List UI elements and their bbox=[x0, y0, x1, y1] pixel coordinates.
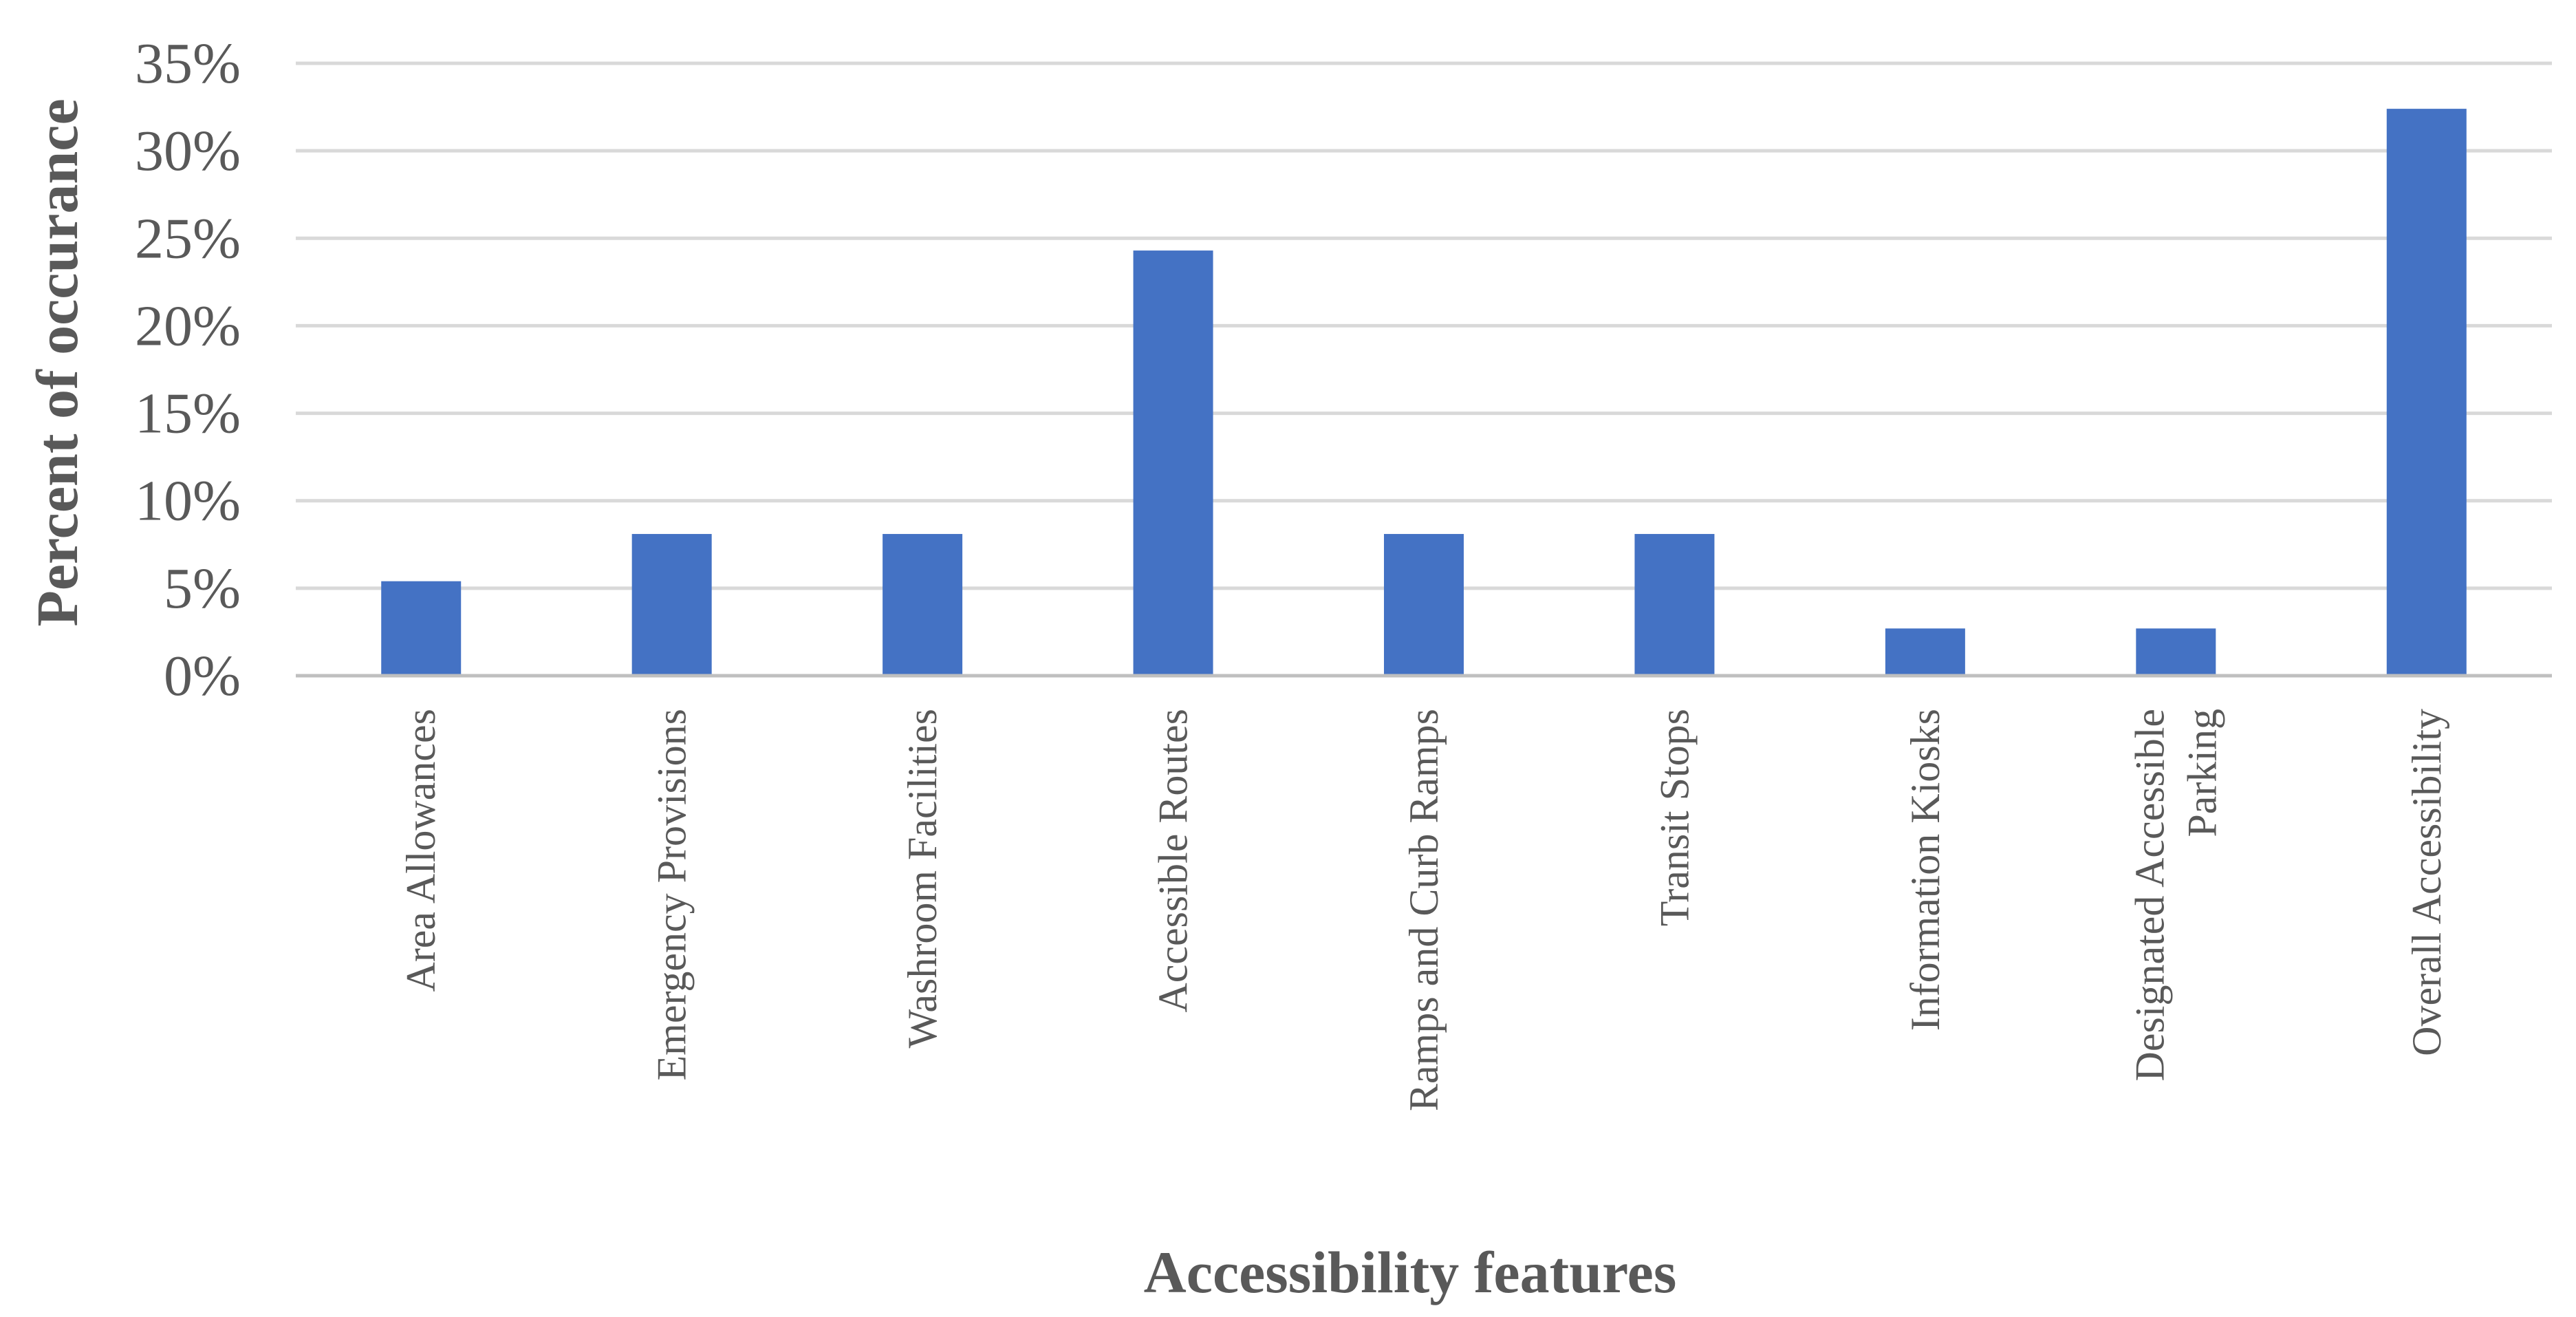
x-category-label: Ramps and Curb Ramps bbox=[1401, 709, 1447, 1111]
y-tick-label: 20% bbox=[135, 294, 241, 358]
bar bbox=[1133, 250, 1213, 676]
x-category-label-line: Washroom Facilities bbox=[900, 709, 945, 1048]
bar bbox=[1885, 628, 1965, 676]
x-category-label: Washroom Facilities bbox=[900, 709, 945, 1048]
x-category-label: Designated Accessible Parking bbox=[2127, 709, 2225, 1082]
x-category-label: Emergency Provisions bbox=[649, 709, 695, 1081]
bar bbox=[381, 581, 462, 676]
x-category-label-line: Area Allowances bbox=[398, 709, 444, 992]
bar bbox=[883, 534, 963, 676]
x-category-label: Information Kiosks bbox=[1903, 709, 1948, 1031]
bar bbox=[2136, 628, 2216, 676]
x-category-label: Accessible Routes bbox=[1151, 709, 1196, 1013]
x-category-label: Overall Accessibility bbox=[2404, 709, 2449, 1056]
x-axis-title: Accessibility features bbox=[1144, 1239, 1677, 1305]
y-tick-labels: 0% 5% 10% 15% 20% 25% 30% 35% bbox=[135, 32, 241, 708]
x-category-label: Area Allowances bbox=[398, 709, 444, 992]
x-category-label-line: Parking bbox=[2179, 709, 2225, 837]
y-tick-label: 25% bbox=[135, 206, 241, 270]
x-category-label-line: Information Kiosks bbox=[1903, 709, 1948, 1031]
y-tick-label: 30% bbox=[135, 119, 241, 183]
y-tick-label: 0% bbox=[164, 644, 241, 708]
x-category-label-line: Designated Accessible bbox=[2127, 709, 2172, 1082]
bar bbox=[1384, 534, 1464, 676]
x-category-label: Transit Stops bbox=[1652, 709, 1697, 926]
y-tick-label: 10% bbox=[135, 469, 241, 533]
x-category-label-line: Overall Accessibility bbox=[2404, 709, 2449, 1056]
bar bbox=[2386, 109, 2467, 676]
x-category-label-line: Ramps and Curb Ramps bbox=[1401, 709, 1447, 1111]
y-tick-label: 15% bbox=[135, 382, 241, 446]
x-category-label-line: Emergency Provisions bbox=[649, 709, 695, 1081]
x-category-labels: Area Allowances Emergency Provisions Washr… bbox=[398, 709, 2449, 1111]
bar bbox=[1634, 534, 1715, 676]
x-category-label-line: Transit Stops bbox=[1652, 709, 1697, 926]
y-axis-title: Percent of occurance bbox=[24, 98, 90, 626]
bar bbox=[631, 534, 712, 676]
y-tick-label: 5% bbox=[164, 557, 241, 621]
y-tick-label: 35% bbox=[135, 32, 241, 96]
gridlines bbox=[296, 61, 2552, 590]
bars bbox=[381, 109, 2467, 676]
x-category-label-line: Accessible Routes bbox=[1151, 709, 1196, 1013]
